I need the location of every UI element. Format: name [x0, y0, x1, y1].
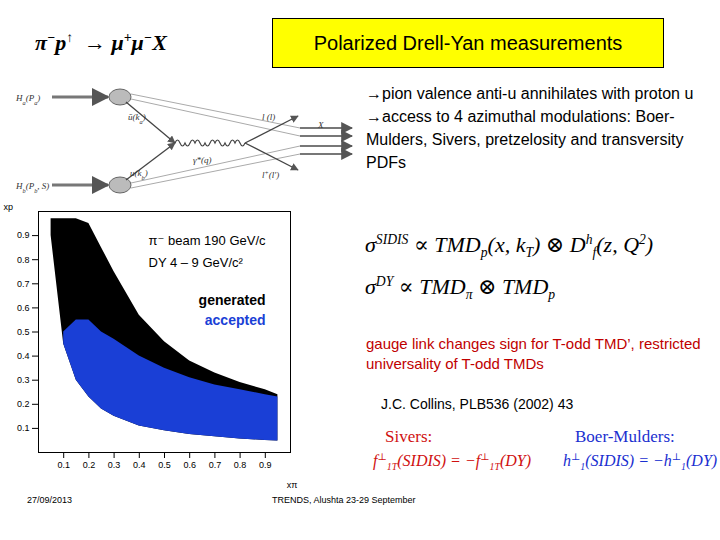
html-text:Boer-Mulders:: Boer-Mulders: [575, 427, 675, 446]
svg-text:0.3: 0.3 [17, 375, 30, 385]
html-text:1T(DY): 1T(DY) [489, 452, 532, 473]
html-text:1T(SIDIS) = −f⊥: 1T(SIDIS) = −f⊥ [386, 450, 490, 473]
svg-text:0.9: 0.9 [259, 460, 272, 470]
html-text:→access to 4 azimuthal modulat: →access to 4 azimuthal modulations: Boer… [366, 108, 684, 171]
svg-text:0.2: 0.2 [83, 460, 96, 470]
svg-text:Ha(Pa): Ha(Pa) [15, 93, 40, 106]
html-text:f(z, Q2): f(z, Q2) [592, 231, 654, 261]
svg-text:0.5: 0.5 [17, 327, 30, 337]
html-text:π−p↑→ μ+μ−X: π−p↑→ μ+μ−X [35, 29, 167, 55]
svg-text:X: X [317, 120, 324, 130]
svg-text:ū(ka): ū(ka) [128, 112, 146, 125]
html-text:f⊥: f⊥ [373, 450, 387, 469]
svg-text:xπ: xπ [287, 480, 298, 490]
svg-text:u(kb): u(kb) [130, 168, 148, 181]
html-text:Sivers:: Sivers: [385, 427, 433, 446]
html-text:σSIDIS∝ TMDp(x, kT) ⊗ Dh: σSIDIS∝ TMDp(x, kT) ⊗ Dh [365, 231, 593, 261]
svg-text:0.1: 0.1 [57, 460, 70, 470]
html-text:J.C. Collins, PLB536 (2002) 43: J.C. Collins, PLB536 (2002) 43 [381, 396, 574, 412]
html-text:Polarized Drell-Yan measuremen: Polarized Drell-Yan measurements [313, 31, 623, 54]
svg-text:0.8: 0.8 [234, 460, 247, 470]
svg-text:γ*(q): γ*(q) [193, 155, 212, 165]
svg-text:0.6: 0.6 [183, 460, 196, 470]
html-text:1(SIDIS) = −h⊥: 1(SIDIS) = −h⊥ [580, 450, 682, 473]
svg-text:l (l): l (l) [262, 112, 275, 122]
svg-text:l+(l′): l+(l′) [262, 169, 279, 181]
svg-text:0.5: 0.5 [158, 460, 171, 470]
html-text:σDY∝ TMDπ⊗ TMDp: σDY∝ TMDπ⊗ TMDp [365, 273, 556, 303]
html-text:TRENDS, Alushta 23-29 Septembe: TRENDS, Alushta 23-29 September [272, 495, 416, 505]
svg-text:π⁻ beam 190 GeV/c: π⁻ beam 190 GeV/c [149, 233, 267, 248]
svg-text:0.4: 0.4 [17, 351, 30, 361]
html-text:1(DY): 1(DY) [681, 452, 718, 473]
html-text:27/09/2013: 27/09/2013 [27, 495, 72, 505]
svg-text:0.1: 0.1 [17, 423, 30, 433]
svg-text:xp: xp [4, 202, 14, 212]
html-text:gauge link changes sign for T-: gauge link changes sign for T-odd TMD’, … [366, 335, 701, 372]
html-text:→pion valence anti-u annihilat: →pion valence anti-u annihilates with pr… [366, 85, 694, 102]
svg-text:0.7: 0.7 [17, 279, 30, 289]
svg-text:generated: generated [199, 292, 266, 308]
svg-text:0.6: 0.6 [17, 303, 30, 313]
svg-text:0.2: 0.2 [17, 399, 30, 409]
svg-text:accepted: accepted [205, 312, 266, 328]
svg-text:0.8: 0.8 [17, 255, 30, 265]
svg-text:DY 4 – 9 GeV/c²: DY 4 – 9 GeV/c² [149, 255, 244, 270]
svg-text:Hb(Pb, S): Hb(Pb, S) [15, 181, 49, 194]
svg-text:0.4: 0.4 [133, 460, 146, 470]
svg-text:0.3: 0.3 [108, 460, 121, 470]
svg-text:0.7: 0.7 [209, 460, 222, 470]
svg-text:0.9: 0.9 [17, 230, 30, 240]
html-text:h⊥: h⊥ [563, 450, 581, 469]
